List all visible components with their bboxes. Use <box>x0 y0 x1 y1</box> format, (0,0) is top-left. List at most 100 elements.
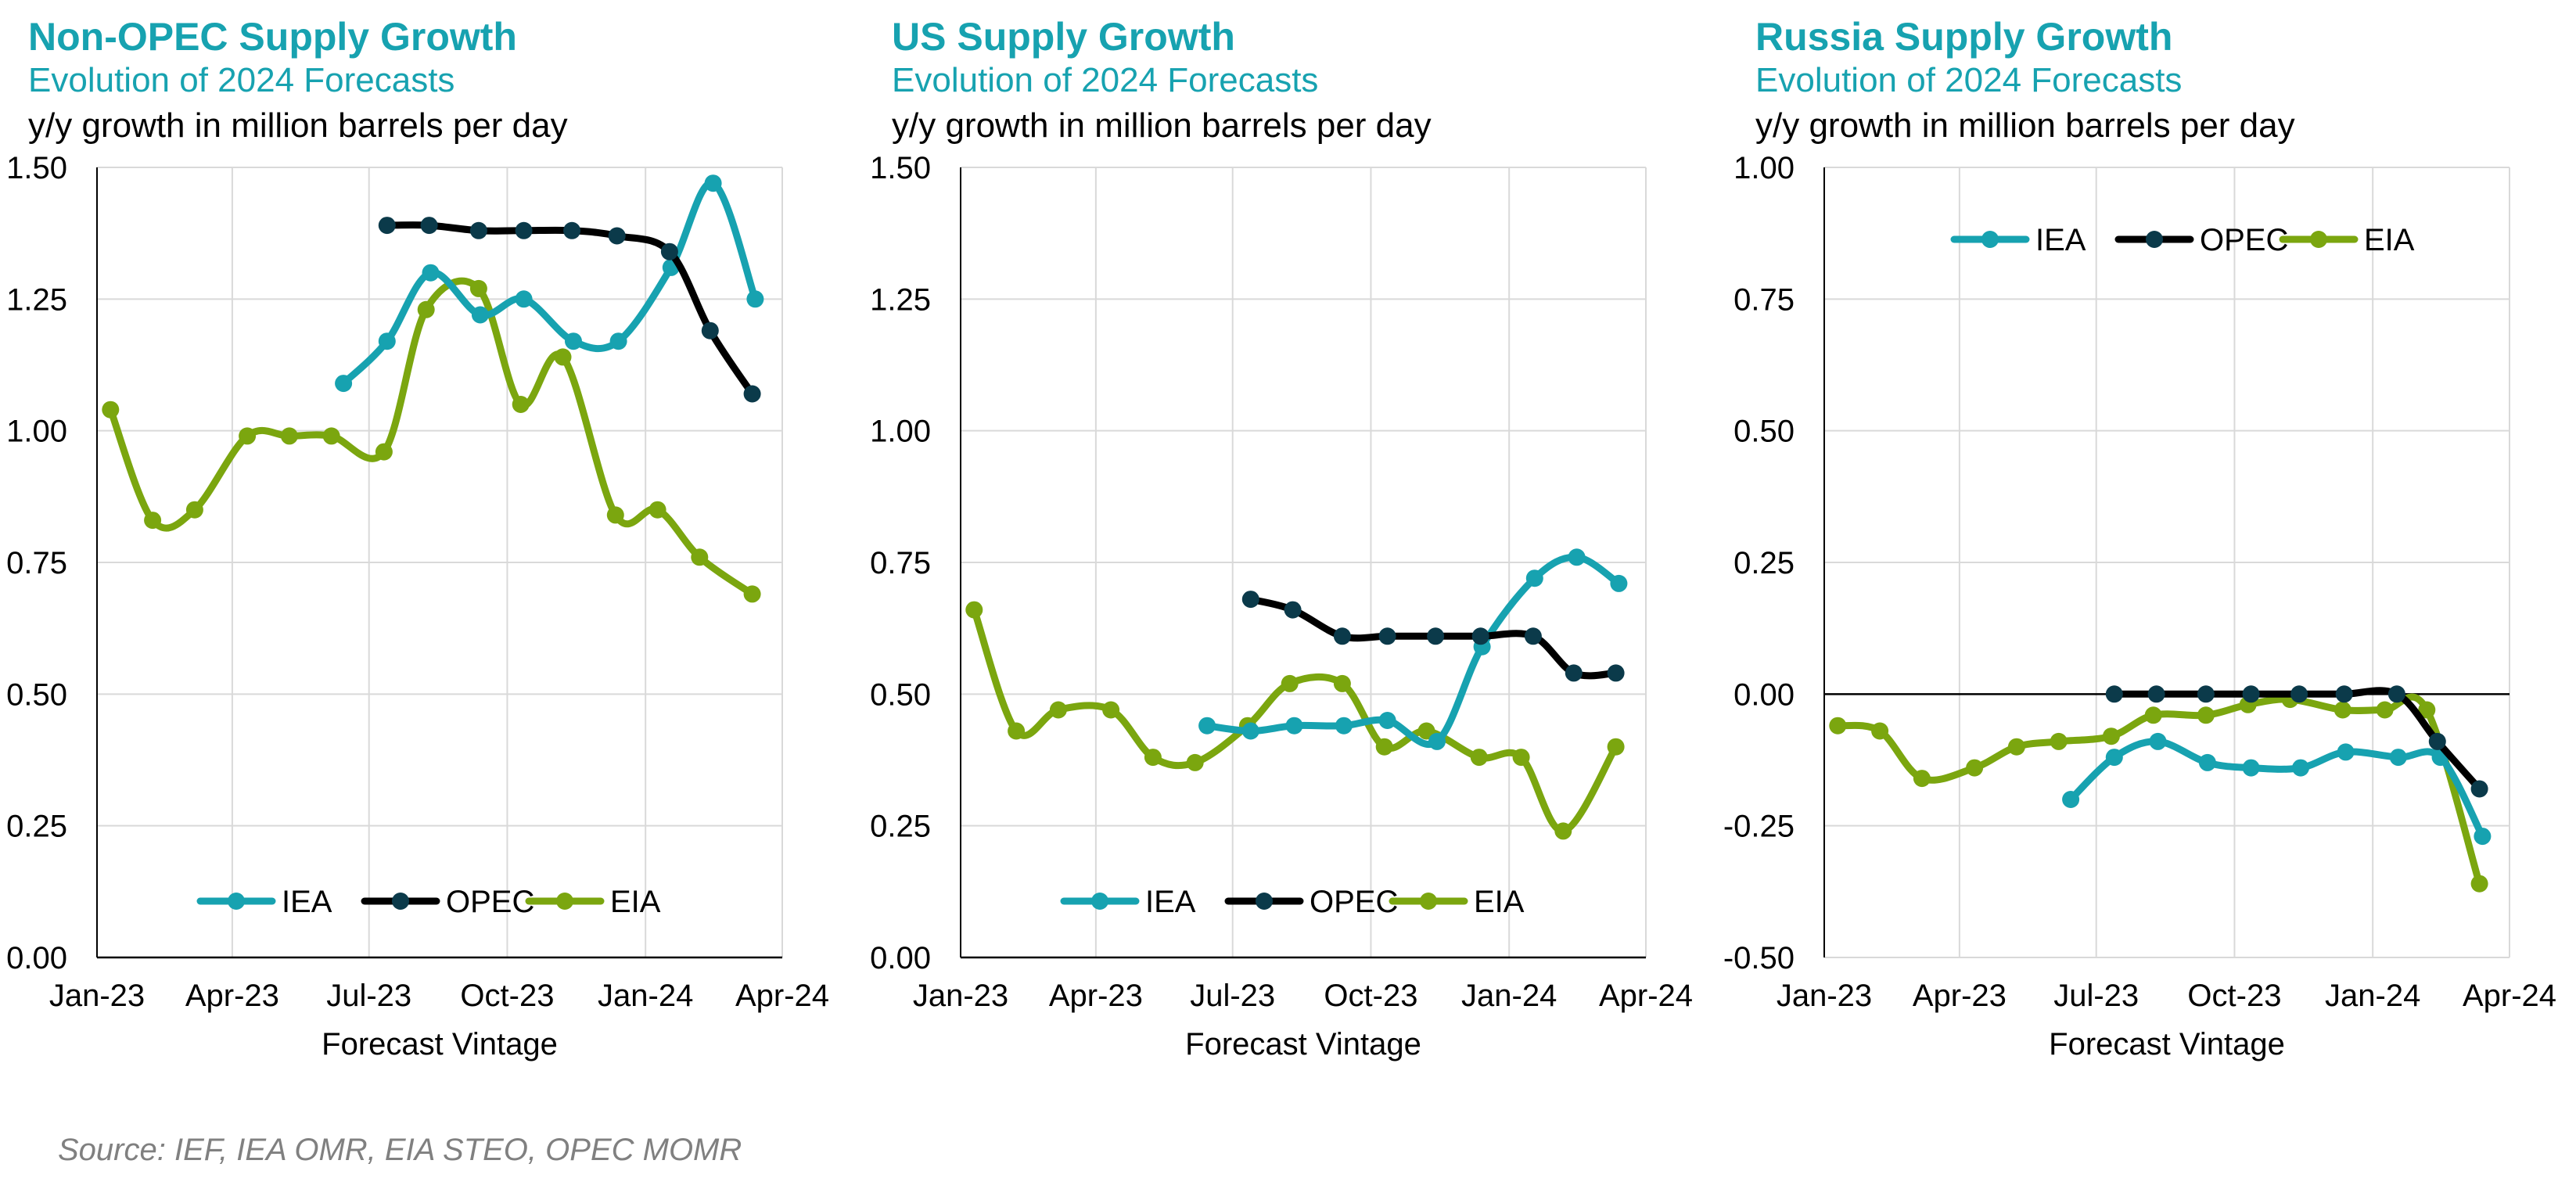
legend-item-eia: EIA <box>2279 223 2415 257</box>
data-point-opec <box>701 321 719 339</box>
y-tick-label: 0.50 <box>6 677 67 712</box>
x-tick-label: Jan-23 <box>49 979 145 1013</box>
data-point-opec <box>1471 627 1489 645</box>
data-point-eia <box>1186 753 1204 771</box>
data-point-iea <box>471 306 489 324</box>
data-point-eia <box>2102 727 2120 745</box>
legend-swatch-marker <box>1420 893 1437 910</box>
us-line-chart: 0.00 0.25 0.50 0.75 1.00 1.25 1.50 Jan-23 Apr-23… <box>870 151 1693 1061</box>
data-point-iea <box>746 290 764 308</box>
data-point-eia <box>1417 722 1435 740</box>
y-tick-label: -0.50 <box>1723 941 1795 975</box>
data-point-iea <box>1285 717 1303 735</box>
data-point-iea <box>1610 574 1628 592</box>
data-point-eia <box>512 396 530 413</box>
data-point-iea <box>2292 759 2309 777</box>
data-point-iea <box>704 174 722 192</box>
data-point-iea <box>2105 749 2123 767</box>
data-point-iea <box>2389 749 2407 767</box>
data-point-opec <box>2197 685 2215 703</box>
y-tick-label: 1.00 <box>870 415 931 449</box>
data-point-opec <box>1284 601 1302 619</box>
x-tick-label: Apr-24 <box>2463 979 2556 1013</box>
data-point-opec <box>1427 627 1445 645</box>
y-tick-label: 0.00 <box>1734 677 1795 712</box>
y-tick-label: 0.25 <box>1734 546 1795 580</box>
legend-item-eia: EIA <box>525 885 661 919</box>
data-point-opec <box>2428 732 2446 750</box>
y-tick-label: 1.50 <box>6 151 67 185</box>
y-tick-label: 0.25 <box>6 810 67 844</box>
y-tick-label: 1.00 <box>6 415 67 449</box>
chart-subtitle: Evolution of 2024 Forecasts <box>892 61 1319 99</box>
data-point-opec <box>563 221 581 239</box>
data-point-opec <box>2335 685 2353 703</box>
data-point-eia <box>1966 759 1984 777</box>
legend-swatch-marker <box>1091 893 1108 910</box>
data-point-opec <box>469 221 487 239</box>
legend-swatch-marker <box>1981 231 1999 248</box>
y-tick-label: 0.50 <box>1734 415 1795 449</box>
legend-swatch-marker <box>392 893 409 910</box>
series-line-iea <box>340 179 759 387</box>
data-point-eia <box>2050 732 2068 750</box>
non-opec-line-chart: 0.00 0.25 0.50 0.75 1.00 1.25 1.50 Jan-23 Apr-23… <box>6 151 829 1061</box>
x-tick-label: Apr-24 <box>735 979 829 1013</box>
y-tick-label: -0.25 <box>1723 810 1795 844</box>
data-point-opec <box>743 385 761 403</box>
data-point-eia <box>1281 674 1299 692</box>
data-point-eia <box>469 279 487 297</box>
legend-label: OPEC <box>1310 885 1398 919</box>
series-line-opec <box>383 221 756 397</box>
data-point-opec <box>660 242 678 260</box>
data-point-iea <box>422 264 440 282</box>
x-tick-label: Jan-24 <box>598 979 693 1013</box>
data-point-eia <box>1333 674 1351 692</box>
y-tick-label: 1.50 <box>870 151 931 185</box>
x-tick-label: Jul-23 <box>326 979 411 1013</box>
chart-title: US Supply Growth <box>892 15 1235 59</box>
data-point-eia <box>1049 701 1067 719</box>
x-tick-label: Oct-23 <box>460 979 554 1013</box>
legend-label: EIA <box>2364 223 2415 257</box>
data-point-iea <box>1568 548 1586 566</box>
data-point-opec <box>1565 664 1583 682</box>
data-point-iea <box>2198 753 2216 771</box>
legend-swatch-marker <box>2146 231 2163 248</box>
data-point-iea <box>515 290 533 308</box>
y-tick-label: 1.00 <box>1734 151 1795 185</box>
data-point-opec <box>608 227 626 245</box>
data-point-iea <box>1525 569 1543 587</box>
data-point-iea <box>2062 791 2080 808</box>
data-point-eia <box>965 601 983 619</box>
x-tick-label: Jan-23 <box>913 979 1008 1013</box>
chart-panel-us: US Supply Growth Evolution of 2024 Forec… <box>864 0 1716 1095</box>
legend-item-iea: IEA <box>1950 223 2086 257</box>
legend-swatch-marker <box>228 893 245 910</box>
data-point-opec <box>1524 627 1542 645</box>
data-point-eia <box>1102 701 1120 719</box>
data-point-eia <box>606 506 624 524</box>
legend-label: IEA <box>2035 223 2086 257</box>
data-point-eia <box>1607 738 1625 756</box>
x-axis-title: Forecast Vintage <box>2049 1027 2285 1061</box>
data-point-opec <box>2387 685 2405 703</box>
data-point-opec <box>1378 627 1396 645</box>
legend-item-iea: IEA <box>196 885 332 919</box>
legend-label: EIA <box>610 885 661 919</box>
y-tick-label: 0.50 <box>870 677 931 712</box>
x-tick-label: Jan-24 <box>2325 979 2420 1013</box>
unit-label: y/y growth in million barrels per day <box>1755 106 2295 145</box>
legend-label: IEA <box>282 885 332 919</box>
legend-label: IEA <box>1145 885 1196 919</box>
data-point-iea <box>2474 828 2492 846</box>
y-tick-label: 0.00 <box>6 941 67 975</box>
data-point-eia <box>648 501 666 519</box>
data-point-eia <box>239 427 257 445</box>
legend-label: OPEC <box>2200 223 2288 257</box>
x-tick-label: Apr-23 <box>1913 979 2007 1013</box>
data-point-eia <box>1470 749 1488 767</box>
data-point-eia <box>102 401 120 418</box>
legend-label: OPEC <box>446 885 534 919</box>
series-line-eia <box>1834 693 2484 888</box>
